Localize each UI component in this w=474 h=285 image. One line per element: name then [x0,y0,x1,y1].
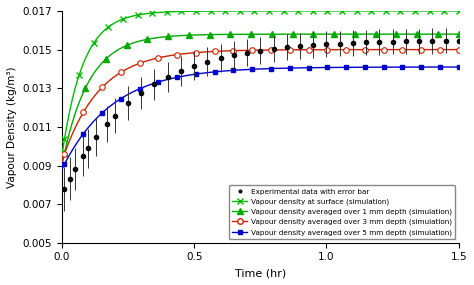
Y-axis label: Vapour Density (kg/m³): Vapour Density (kg/m³) [7,66,17,188]
Legend: Experimental data with error bar, Vapour density at surface (simulation), Vapour: Experimental data with error bar, Vapour… [229,185,455,239]
X-axis label: Time (hr): Time (hr) [235,268,286,278]
